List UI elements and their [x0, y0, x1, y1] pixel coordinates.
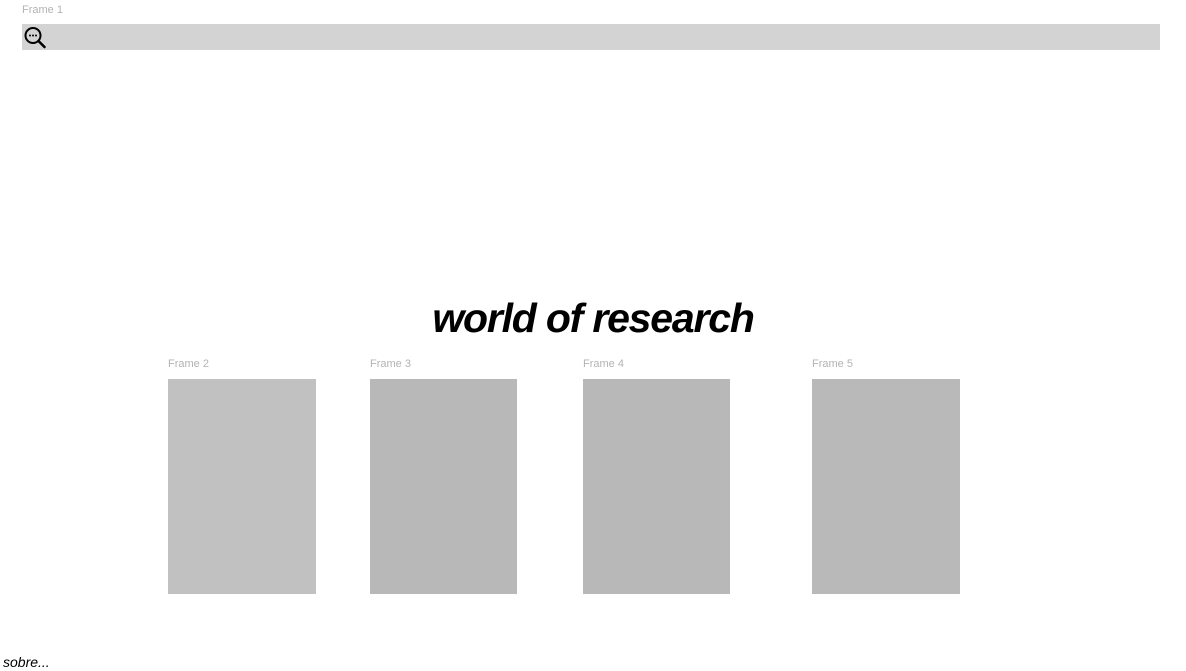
card-frame-4[interactable]	[583, 379, 730, 594]
frame-5-label: Frame 5	[812, 358, 853, 370]
frame-2-label: Frame 2	[168, 358, 209, 370]
search-icon[interactable]	[23, 26, 47, 50]
card-frame-3[interactable]	[370, 379, 517, 594]
card-frame-5[interactable]	[812, 379, 960, 594]
search-bar[interactable]	[22, 24, 1160, 50]
frame-3-label: Frame 3	[370, 358, 411, 370]
frame-4-label: Frame 4	[583, 358, 624, 370]
card-frame-2[interactable]	[168, 379, 316, 594]
about-link[interactable]: sobre...	[3, 654, 50, 670]
page-title: world of research	[432, 295, 755, 341]
frame-1-label: Frame 1	[22, 4, 63, 16]
